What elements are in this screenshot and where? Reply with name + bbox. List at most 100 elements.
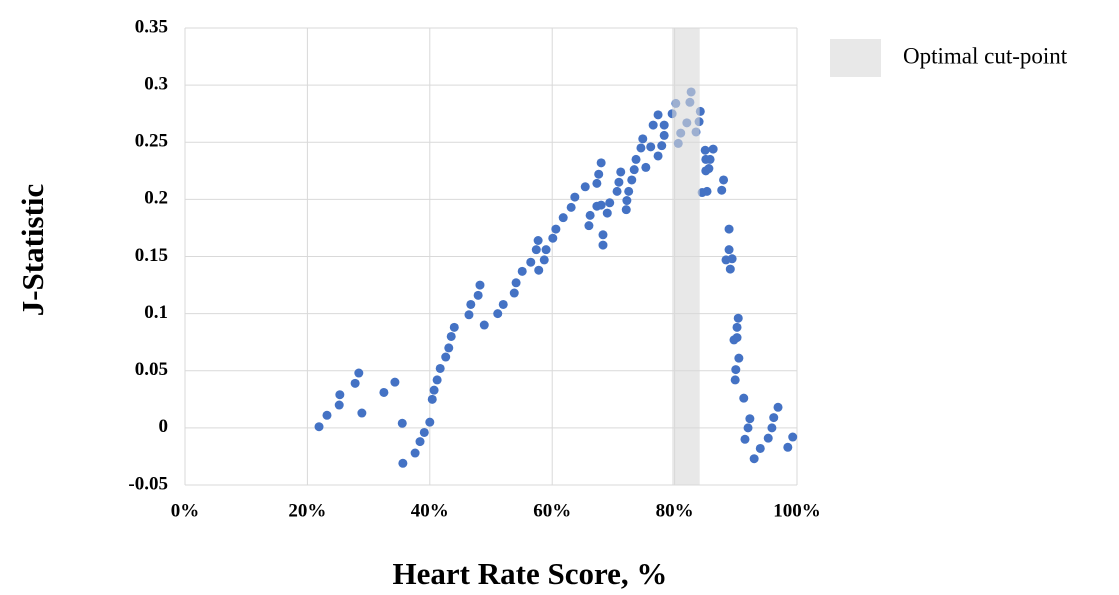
point [653,110,663,120]
point [533,236,543,246]
point [598,240,608,250]
y-tick-label: 0.2 [144,188,168,209]
y-tick-label: 0.1 [144,302,168,323]
x-tick-label: 40% [411,500,449,521]
point [730,375,740,385]
point [749,454,759,464]
point [517,266,527,276]
point [594,169,604,179]
point [526,257,536,267]
y-tick-label: -0.05 [128,473,168,494]
point [732,322,742,332]
point [473,290,483,300]
point [466,299,476,309]
point [612,186,622,196]
point [350,378,360,388]
point [745,414,755,424]
point [727,254,737,264]
point [432,375,442,385]
point [704,164,714,174]
point [733,313,743,323]
point [724,245,734,255]
point [739,393,749,403]
point [584,221,594,231]
point [444,343,454,353]
point [592,178,602,188]
y-tick-label: 0.25 [135,131,168,152]
point [585,210,595,220]
y-axis-title: J-Statistic [15,184,50,317]
legend-label: Optimal cut-point [903,43,1068,68]
point [531,245,541,255]
point [397,418,407,428]
point [314,422,324,432]
point [769,413,779,423]
point [509,288,519,298]
x-tick-label: 20% [288,500,326,521]
y-tick-label: 0.3 [144,73,168,94]
point [398,458,408,468]
point [659,130,669,140]
x-tick-label: 60% [533,500,571,521]
legend-swatch [830,39,881,77]
point [598,230,608,240]
point [708,144,718,154]
point [379,387,389,397]
point [415,437,425,447]
point [740,434,750,444]
point [725,264,735,274]
y-tick-label: 0.35 [135,16,168,37]
cut-point-band [672,28,700,485]
point [441,352,451,362]
point [566,202,576,212]
point [755,443,765,453]
point [479,320,489,330]
point [763,433,773,443]
point [493,309,503,319]
point [335,390,345,400]
point [734,353,744,363]
point [783,442,793,452]
point [558,213,568,223]
point [638,134,648,144]
point [631,154,641,164]
point [743,423,753,433]
point [475,280,485,290]
x-tick-label: 0% [171,500,200,521]
point [657,141,667,151]
point [705,154,715,164]
point [539,255,549,265]
point [390,377,400,387]
point [767,423,777,433]
point [580,182,590,192]
point [357,408,367,418]
point [548,233,558,243]
point [724,224,734,234]
point [354,368,364,378]
y-tick-label: 0.05 [135,359,168,380]
point [719,175,729,185]
x-tick-label: 100% [773,500,821,521]
point [788,432,798,442]
point [641,162,651,172]
point [731,365,741,375]
point [653,151,663,161]
point [648,120,658,130]
point [498,299,508,309]
point [551,224,561,234]
point [425,417,435,427]
point [622,196,632,206]
y-tick-label: 0 [159,416,169,437]
point [464,310,474,320]
point [717,185,727,195]
point [446,331,456,341]
point [629,165,639,175]
point [541,245,551,255]
point [427,394,437,404]
point [419,427,429,437]
x-axis-title: Heart Rate Score, % [393,556,668,591]
point [449,322,459,332]
point [596,200,606,210]
